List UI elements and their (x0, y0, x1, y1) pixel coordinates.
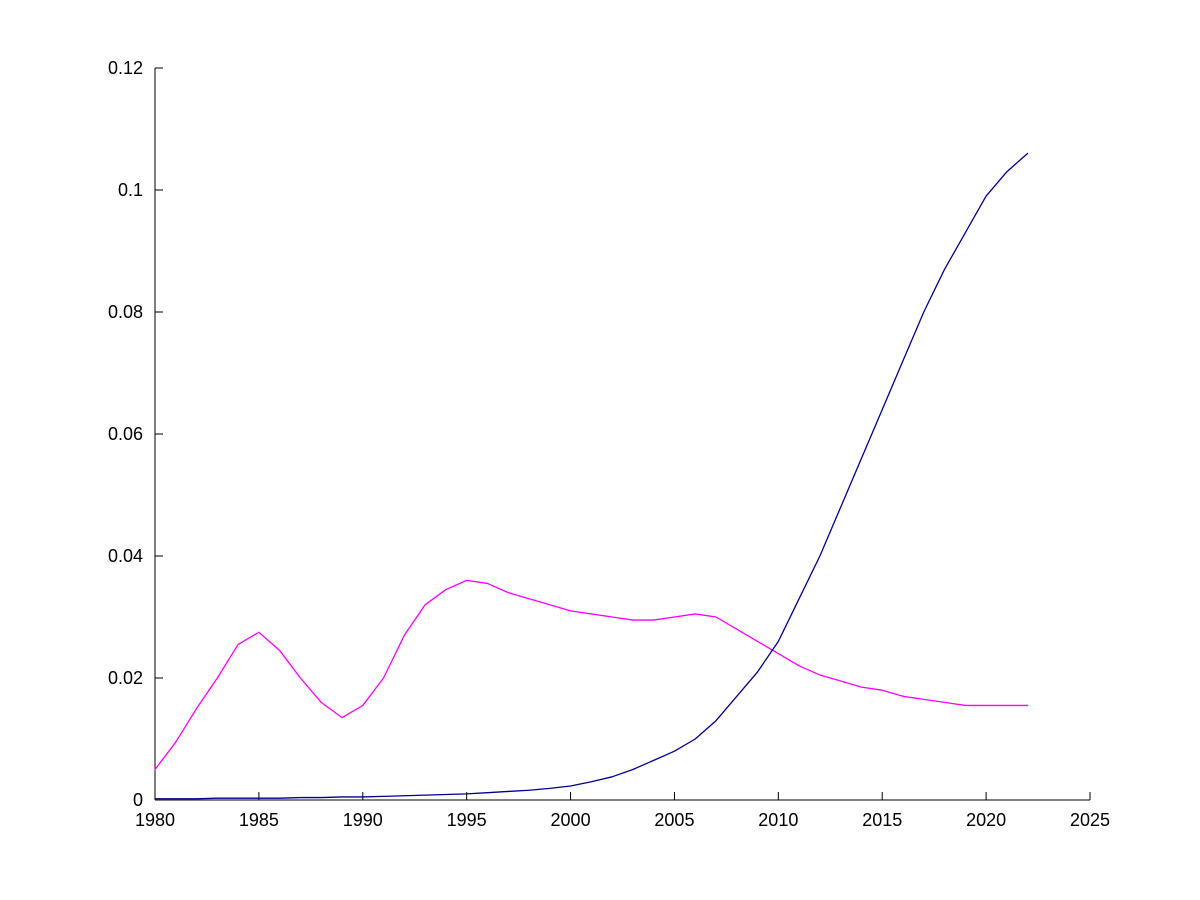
series-line-blue-series (154, 152, 1029, 800)
x-tick-label: 2020 (966, 810, 1006, 830)
y-tick-label: 0.08 (108, 302, 143, 322)
x-tick-label: 1995 (447, 810, 487, 830)
y-tick-label: 0.02 (108, 668, 143, 688)
x-tick-label: 1990 (343, 810, 383, 830)
y-tick-label: 0.06 (108, 424, 143, 444)
series-line-magenta-series (154, 579, 1029, 771)
x-tick-label: 1985 (239, 810, 279, 830)
y-tick-label: 0.1 (118, 180, 143, 200)
x-tick-label: 2005 (654, 810, 694, 830)
x-tick-label: 2000 (551, 810, 591, 830)
x-tick-label: 2015 (862, 810, 902, 830)
y-tick-label: 0.04 (108, 546, 143, 566)
x-tick-label: 2025 (1070, 810, 1110, 830)
x-tick-label: 2010 (758, 810, 798, 830)
y-tick-label: 0 (133, 790, 143, 810)
y-tick-label: 0.12 (108, 58, 143, 78)
x-tick-label: 1980 (135, 810, 175, 830)
